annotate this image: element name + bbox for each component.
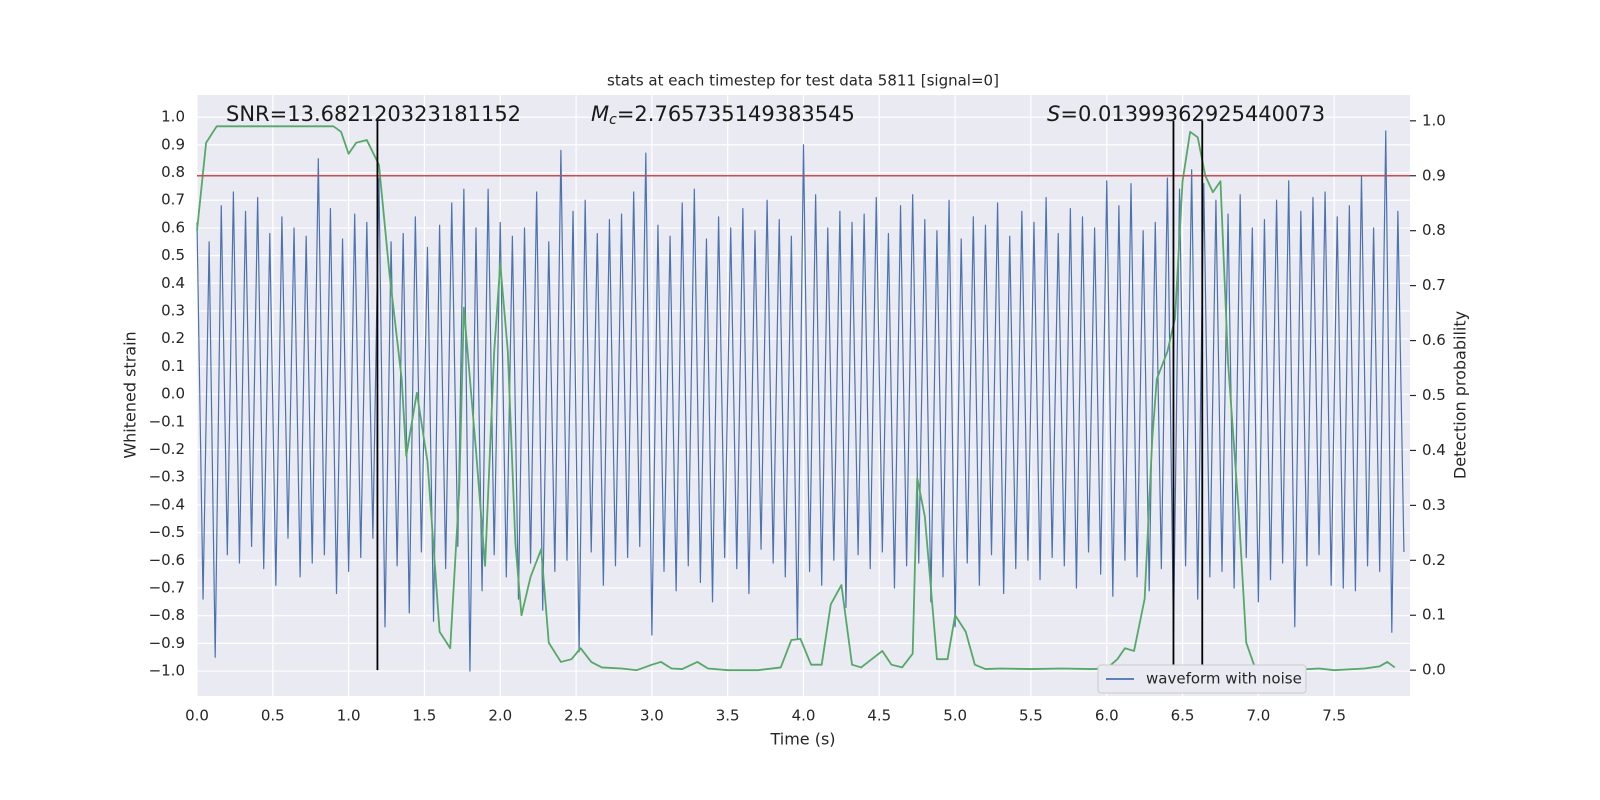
annotation: S=0.01399362925440073 (1047, 102, 1325, 126)
y-tick-label: 0.7 (161, 191, 185, 209)
y2-tick-label: 0.7 (1422, 276, 1446, 294)
x-tick-label: 7.0 (1246, 707, 1270, 725)
y2-tick-label: 0.8 (1422, 221, 1446, 239)
y-axis-label: Whitened strain (121, 331, 140, 458)
series-line (196, 125, 1396, 672)
y2-tick-label: 0.2 (1422, 551, 1446, 569)
y-tick-label: 0.0 (161, 385, 185, 403)
y-tick-label: 0.5 (161, 246, 185, 264)
y-tick-label: 0.8 (161, 163, 185, 181)
annotation: SNR=13.682120323181152 (226, 102, 521, 126)
y-tick-label: −0.9 (149, 634, 185, 652)
x-tick-label: 5.0 (943, 707, 967, 725)
annotation-subscript: c (609, 112, 617, 128)
annotation-text: =2.765735149383545 (617, 102, 855, 126)
y-tick-label: −1.0 (149, 662, 185, 680)
x-tick-label: 1.0 (337, 707, 361, 725)
x-tick-label: 2.5 (564, 707, 588, 725)
y-tick-label: 1.0 (161, 108, 185, 126)
x-tick-label: 4.5 (867, 707, 891, 725)
y-tick-label: 0.3 (161, 302, 185, 320)
x-axis-label: Time (s) (769, 730, 835, 749)
x-tick-label: 7.5 (1322, 707, 1346, 725)
x-tick-label: 0.5 (261, 707, 285, 725)
y-tick-label: −0.6 (149, 551, 185, 569)
y-tick-label: 0.6 (161, 218, 185, 236)
y2-tick-label: 0.1 (1422, 606, 1446, 624)
y-tick-label: 0.4 (161, 274, 185, 292)
chart-title: stats at each timestep for test data 581… (607, 72, 999, 90)
x-tick-label: 3.5 (716, 707, 740, 725)
y-tick-label: −0.5 (149, 523, 185, 541)
annotation-symbol: M (591, 102, 609, 126)
y-tick-label: −0.2 (149, 440, 185, 458)
y2-tick-label: 0.5 (1422, 386, 1446, 404)
y2-axis-label: Detection probability (1451, 311, 1470, 479)
x-tick-label: 0.0 (185, 707, 209, 725)
annotation-text: =0.01399362925440073 (1060, 102, 1325, 126)
y2-tick-label: 0.3 (1422, 496, 1446, 514)
annotation-symbol: S (1047, 102, 1060, 126)
y2-tick-label: 0.9 (1422, 166, 1446, 184)
x-tick-label: 4.0 (792, 707, 816, 725)
y-tick-label: −0.7 (149, 578, 185, 596)
y-tick-label: −0.1 (149, 412, 185, 430)
y2-tick-label: 1.0 (1422, 111, 1446, 129)
annotation: Mc=2.765735149383545 (591, 102, 855, 128)
y-tick-label: 0.1 (161, 357, 185, 375)
y-tick-label: 0.2 (161, 329, 185, 347)
y-tick-label: 0.9 (161, 135, 185, 153)
legend-box (1097, 664, 1307, 694)
x-tick-label: 6.5 (1171, 707, 1195, 725)
y2-tick-label: 0.6 (1422, 331, 1446, 349)
x-tick-label: 6.0 (1095, 707, 1119, 725)
y2-tick-label: 0.0 (1422, 661, 1446, 679)
y2-tick-label: 0.4 (1422, 441, 1446, 459)
legend-label: waveform with noise (1146, 670, 1302, 688)
x-tick-label: 3.0 (640, 707, 664, 725)
x-tick-label: 1.5 (413, 707, 437, 725)
x-tick-label: 2.0 (488, 707, 512, 725)
y-tick-label: −0.3 (149, 468, 185, 486)
y-tick-label: −0.8 (149, 606, 185, 624)
x-tick-label: 5.5 (1019, 707, 1043, 725)
y-tick-label: −0.4 (149, 495, 185, 513)
annotation-text: SNR=13.682120323181152 (226, 102, 521, 126)
plot-layer (196, 95, 1410, 696)
